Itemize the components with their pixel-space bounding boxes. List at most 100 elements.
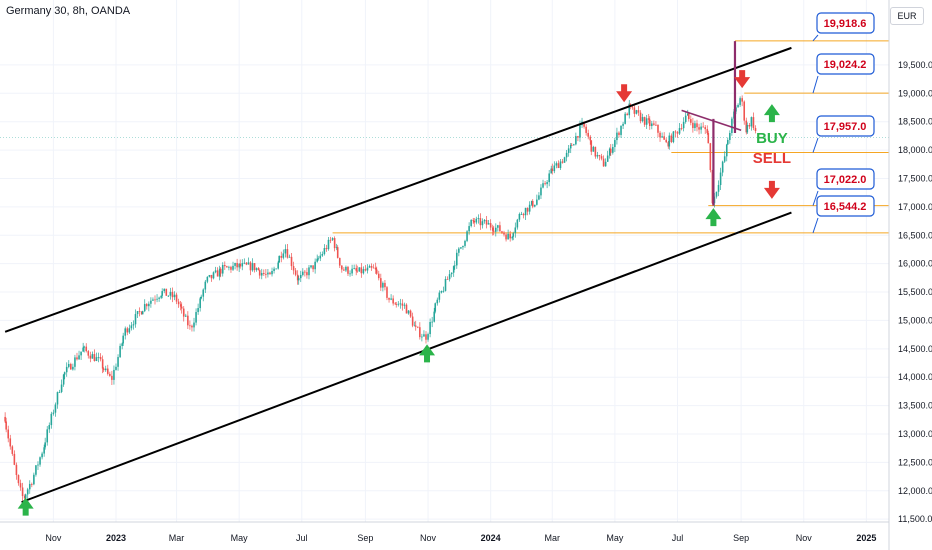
candle-body: [102, 368, 105, 371]
candle-body: [479, 218, 482, 226]
candle-body: [626, 113, 628, 116]
candle-body: [536, 199, 538, 205]
candle-body: [401, 303, 404, 306]
candle-body: [434, 303, 437, 312]
callout-pointer: [812, 75, 819, 94]
candle-body: [455, 252, 458, 266]
candle-body: [726, 139, 729, 145]
candle-body: [397, 303, 400, 305]
time-tick-label: Nov: [420, 533, 437, 543]
candle-body: [202, 289, 205, 297]
candle-body: [277, 262, 279, 269]
candle-body: [737, 104, 739, 108]
candle-body: [702, 126, 704, 128]
candle-body: [633, 107, 636, 114]
candle-body: [70, 363, 72, 370]
chart-annotations: BUY SELL 19,918.6 19,024.2 17,957.0 17,022.0 1…: [17, 12, 875, 516]
candle-body: [399, 303, 402, 305]
candle-body: [458, 248, 460, 253]
candle-body: [343, 269, 345, 271]
candle-body: [46, 429, 49, 443]
candle-body: [232, 265, 234, 270]
candle-body: [95, 357, 98, 361]
candle-body: [509, 233, 511, 239]
candle-body: [296, 274, 299, 281]
candle-body: [160, 295, 162, 298]
candle-body: [37, 464, 39, 466]
candle-body: [255, 268, 258, 271]
price-tick-label: 17,000.0: [898, 202, 932, 212]
candle-body: [696, 123, 698, 128]
candle-body: [450, 272, 453, 275]
arrow-up-icon: [705, 208, 722, 227]
candle-body: [331, 238, 334, 240]
candle-body: [62, 374, 65, 385]
candle-body: [600, 156, 603, 159]
chart-title: Germany 30, 8h, OANDA: [6, 5, 131, 17]
candle-body: [748, 125, 751, 127]
candle-body: [212, 272, 215, 279]
candle-body: [382, 282, 384, 288]
candle-body: [224, 265, 226, 267]
candle-body: [674, 131, 677, 133]
candle-body: [33, 474, 35, 485]
candle-body: [284, 249, 287, 254]
candle-body: [306, 272, 308, 276]
candle-body: [667, 142, 670, 147]
callout-box: [816, 195, 875, 217]
candle-body: [193, 322, 195, 328]
candle-body: [472, 219, 475, 221]
candle-body: [624, 113, 626, 124]
candle-body: [128, 328, 131, 333]
candle-body: [335, 247, 338, 249]
candle-body: [655, 124, 657, 126]
candle-body: [321, 253, 324, 256]
candle-body: [106, 368, 109, 374]
candle-body: [76, 357, 78, 360]
candle-body: [356, 270, 359, 272]
candle-body: [499, 225, 501, 232]
candle-body: [126, 328, 129, 333]
candle-body: [82, 347, 84, 352]
candle-body: [9, 438, 12, 447]
candle-body: [392, 298, 394, 304]
candle-body: [719, 172, 722, 186]
time-axis[interactable]: Nov 2023 Mar May Jul Sep Nov 2024 Mar May Jul Sep No…: [0, 521, 889, 543]
candle-body: [622, 123, 624, 126]
currency-button[interactable]: EUR: [890, 7, 924, 25]
candle-body: [419, 327, 421, 338]
candle-body: [122, 335, 124, 344]
candle-body: [375, 269, 378, 274]
time-tick-label: Mar: [169, 533, 185, 543]
candle-body: [80, 351, 82, 356]
candle-body: [238, 263, 240, 268]
candle-body: [362, 269, 365, 274]
candle-body: [570, 144, 573, 146]
candle-body: [531, 200, 534, 207]
candle-body: [442, 290, 445, 292]
candle-body: [411, 316, 414, 326]
time-tick-label: 2023: [106, 533, 126, 543]
candle-body: [544, 183, 546, 185]
candle-body: [602, 158, 605, 167]
candle-body: [657, 124, 659, 133]
candle-body: [592, 146, 595, 152]
candle-body: [470, 219, 472, 227]
candle-body: [694, 123, 696, 129]
candle-body: [491, 227, 494, 231]
chart-grid: [0, 0, 889, 522]
candle-body: [390, 298, 392, 300]
price-axis[interactable]: 11,500.0 12,000.0 12,500.0 13,000.0 13,500.0…: [888, 0, 932, 550]
candle-body: [661, 136, 663, 138]
candle-body: [239, 263, 242, 267]
candle-body: [63, 372, 66, 375]
candle-body: [347, 266, 349, 274]
candle-body: [628, 103, 631, 116]
candle-body: [39, 457, 41, 465]
sell-label: SELL: [753, 150, 791, 167]
callout-pointer: [812, 217, 819, 234]
price-tick-label: 16,500.0: [898, 230, 932, 240]
candle-body: [528, 204, 531, 212]
candle-body: [526, 207, 529, 212]
